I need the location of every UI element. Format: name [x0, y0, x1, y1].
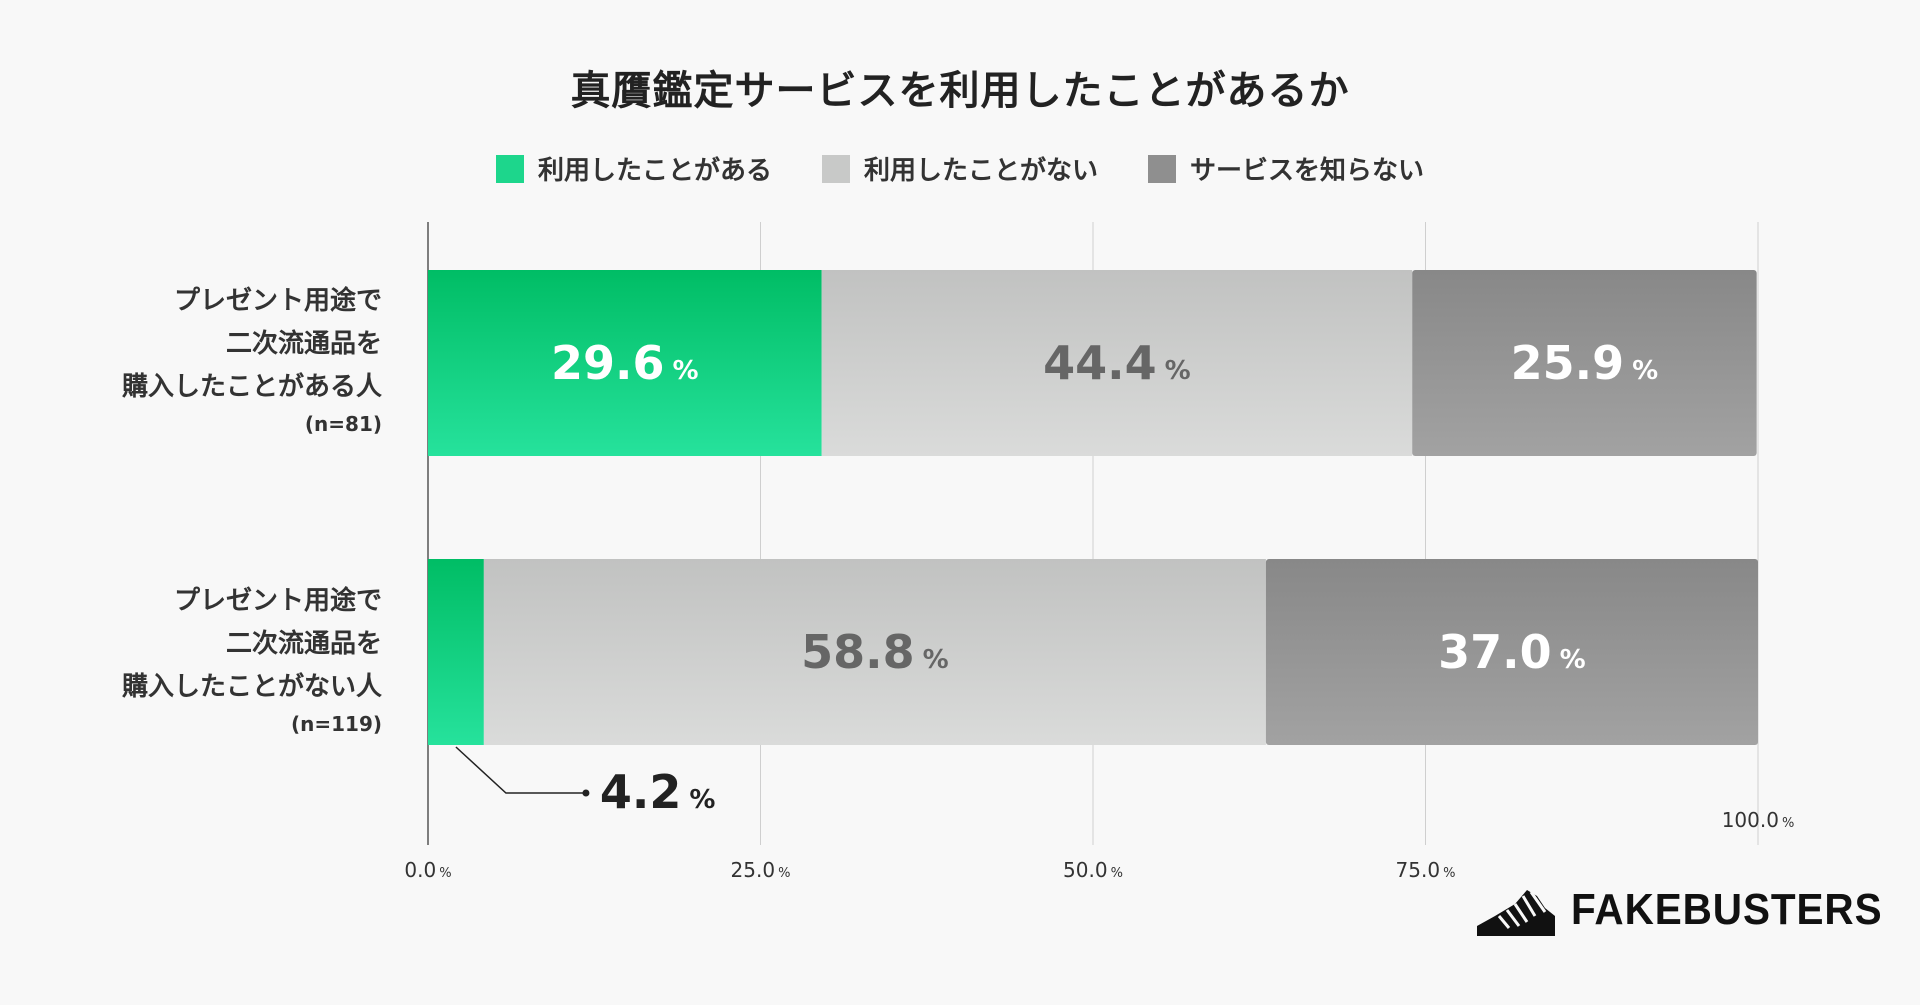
- category-label-1: プレゼント用途で 二次流通品を 購入したことがある人 (n=81): [122, 280, 382, 439]
- category-label-2-line-3: 購入したことがない人: [121, 672, 382, 702]
- x-tick-label: 75.0%: [1396, 858, 1456, 882]
- x-tick-label: 50.0%: [1063, 858, 1123, 882]
- bar-segment: [428, 559, 484, 745]
- legend-swatch-not-used: [821, 154, 850, 183]
- legend-item-used: 利用したことがある: [495, 150, 772, 187]
- bar-segment: [1412, 270, 1757, 456]
- data-label: 25.9%: [1511, 336, 1659, 390]
- category-label-2: プレゼント用途で 二次流通品を 購入したことがない人 (n=119): [122, 580, 382, 739]
- brand-logo: FAKEBUSTERS: [1475, 880, 1910, 940]
- category-label-1-line-1: プレゼント用途で: [173, 286, 382, 316]
- legend: 利用したことがある 利用したことがない サービスを知らない: [0, 150, 1920, 187]
- legend-item-not-used: 利用したことがない: [821, 150, 1098, 187]
- sneaker-logo-icon: [1477, 890, 1555, 936]
- category-label-2-line-1: プレゼント用途で: [173, 586, 382, 616]
- x-tick-label: 25.0%: [731, 858, 791, 882]
- data-label: 37.0%: [1438, 625, 1586, 679]
- data-label-outside: 4.2%: [600, 765, 716, 819]
- legend-swatch-unknown: [1148, 154, 1176, 183]
- data-label: 29.6%: [551, 336, 699, 390]
- x-tick-label: 100.0%: [1722, 808, 1795, 832]
- chart-title: 真贋鑑定サービスを利用したことがあるか: [570, 68, 1350, 114]
- legend-label-not-used: 利用したことがない: [863, 156, 1098, 186]
- bar-segment: [428, 270, 822, 456]
- legend-label-used: 利用したことがある: [537, 156, 772, 186]
- x-tick-label: 0.0%: [404, 858, 451, 882]
- bar-segment: [1265, 559, 1758, 745]
- category-label-1-line-2: 二次流通品を: [225, 329, 382, 359]
- legend-item-unknown: サービスを知らない: [1148, 150, 1424, 187]
- category-label-2-n: (n=119): [290, 712, 382, 736]
- bar-segment: [483, 559, 1266, 745]
- category-label-1-n: (n=81): [304, 412, 382, 436]
- legend-label-unknown: サービスを知らない: [1190, 156, 1425, 186]
- bar-segment: [821, 270, 1413, 456]
- callout-line: [455, 746, 586, 794]
- data-label: 58.8%: [801, 625, 949, 679]
- legend-swatch-used: [495, 154, 524, 183]
- callout-dot: [582, 789, 590, 797]
- category-label-1-line-3: 購入したことがある人: [121, 372, 382, 402]
- data-label: 44.4%: [1043, 336, 1191, 390]
- brand-logo-text: FAKEBUSTERS: [1571, 885, 1883, 934]
- category-label-2-line-2: 二次流通品を: [225, 629, 382, 659]
